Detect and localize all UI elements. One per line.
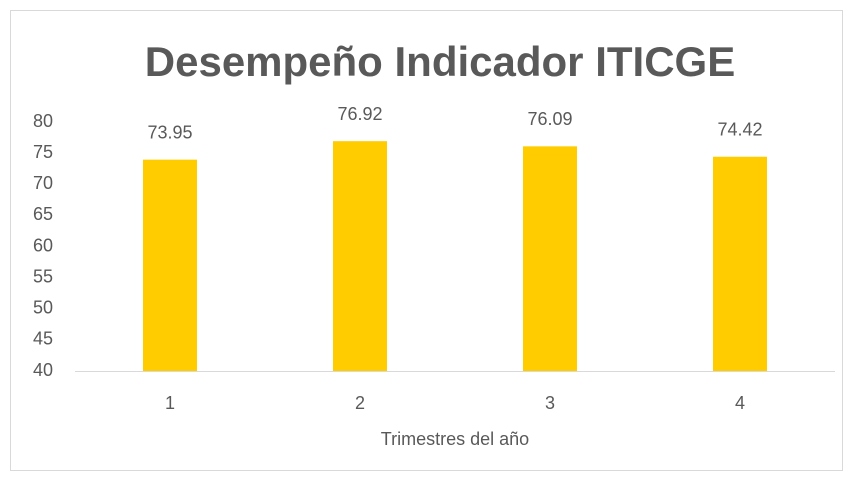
bar <box>523 146 577 371</box>
x-tick-label: 2 <box>355 393 365 413</box>
chart-title: Desempeño Indicador ITICGE <box>145 38 735 85</box>
y-tick-label: 45 <box>33 329 53 349</box>
value-label: 76.09 <box>527 109 572 129</box>
y-tick-label: 55 <box>33 266 53 286</box>
y-tick-label: 65 <box>33 204 53 224</box>
value-label: 74.42 <box>717 119 762 139</box>
x-tick-label: 3 <box>545 393 555 413</box>
bar <box>333 141 387 371</box>
y-tick-label: 75 <box>33 142 53 162</box>
y-tick-label: 80 <box>33 111 53 131</box>
y-tick-label: 60 <box>33 235 53 255</box>
bar <box>713 156 767 371</box>
bar <box>143 159 197 371</box>
y-tick-label: 70 <box>33 173 53 193</box>
value-label: 76.92 <box>337 104 382 124</box>
y-tick-label: 40 <box>33 360 53 380</box>
x-axis-label: Trimestres del año <box>381 429 529 449</box>
x-tick-label: 4 <box>735 393 745 413</box>
y-tick-label: 50 <box>33 298 53 318</box>
x-tick-label: 1 <box>165 393 175 413</box>
value-label: 73.95 <box>147 122 192 142</box>
